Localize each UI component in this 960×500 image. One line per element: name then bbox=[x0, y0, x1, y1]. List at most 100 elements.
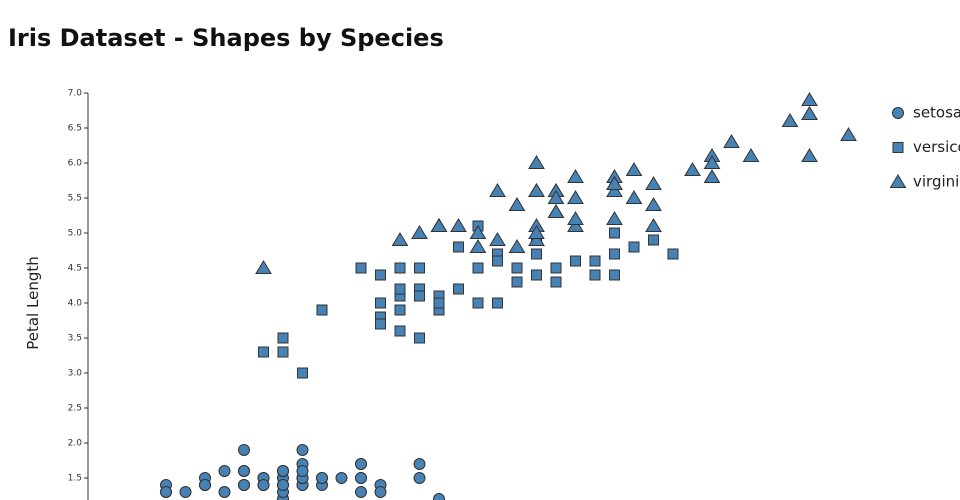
point bbox=[648, 234, 659, 246]
point bbox=[469, 225, 487, 239]
legend-marker bbox=[892, 107, 904, 119]
point bbox=[567, 190, 584, 204]
point bbox=[413, 458, 426, 470]
point bbox=[703, 169, 721, 183]
y-axis-title: Petal Length bbox=[24, 256, 42, 350]
point bbox=[567, 218, 584, 232]
point bbox=[391, 232, 409, 246]
point bbox=[531, 269, 542, 281]
point bbox=[567, 169, 584, 183]
point bbox=[703, 155, 721, 169]
point bbox=[296, 465, 309, 477]
point bbox=[316, 472, 328, 484]
y-tick-label: 4.0 bbox=[68, 299, 83, 309]
point bbox=[742, 148, 760, 162]
point bbox=[625, 190, 643, 204]
chart-title: Iris Dataset - Shapes by Species bbox=[8, 24, 444, 52]
point bbox=[609, 227, 620, 239]
point bbox=[218, 486, 231, 498]
point bbox=[433, 493, 445, 500]
point bbox=[645, 176, 662, 190]
point bbox=[472, 297, 484, 309]
point bbox=[547, 204, 565, 218]
point bbox=[316, 304, 328, 316]
y-tick-label: 7.0 bbox=[68, 89, 83, 99]
point bbox=[492, 297, 503, 309]
point bbox=[277, 465, 289, 477]
point bbox=[277, 479, 289, 491]
point bbox=[645, 218, 662, 232]
point bbox=[433, 297, 445, 309]
point bbox=[394, 325, 406, 337]
point bbox=[511, 276, 523, 288]
point bbox=[628, 241, 640, 253]
point bbox=[453, 283, 464, 295]
point bbox=[606, 211, 623, 225]
point bbox=[179, 486, 192, 498]
point bbox=[567, 211, 584, 225]
point bbox=[277, 346, 289, 358]
y-tick-label: 6.0 bbox=[68, 159, 83, 169]
point bbox=[160, 486, 172, 498]
legend-marker bbox=[892, 142, 904, 153]
point bbox=[589, 269, 601, 281]
y-tick-label: 5.0 bbox=[68, 229, 83, 239]
point bbox=[609, 269, 620, 281]
point bbox=[218, 465, 231, 477]
point bbox=[723, 134, 740, 148]
point bbox=[492, 255, 503, 267]
point bbox=[375, 297, 386, 309]
point bbox=[413, 472, 426, 484]
point bbox=[528, 232, 545, 246]
point bbox=[472, 262, 484, 274]
point bbox=[411, 225, 428, 239]
point bbox=[609, 248, 620, 260]
point bbox=[606, 176, 623, 190]
y-tick-label: 3.0 bbox=[68, 369, 83, 379]
point bbox=[547, 190, 565, 204]
point bbox=[355, 458, 367, 470]
point bbox=[375, 269, 386, 281]
point bbox=[781, 113, 799, 127]
point bbox=[335, 472, 348, 484]
legend-marker bbox=[889, 174, 907, 188]
point bbox=[570, 255, 581, 267]
point bbox=[606, 183, 623, 197]
y-tick-label: 6.5 bbox=[68, 124, 82, 134]
point bbox=[508, 239, 526, 253]
point bbox=[469, 239, 487, 253]
point bbox=[645, 197, 662, 211]
point bbox=[453, 241, 464, 253]
point bbox=[238, 444, 250, 456]
point bbox=[801, 148, 818, 162]
point bbox=[667, 248, 679, 260]
point bbox=[394, 262, 406, 274]
point bbox=[255, 260, 272, 274]
point bbox=[684, 162, 701, 176]
point bbox=[238, 479, 250, 491]
point bbox=[531, 248, 542, 260]
point bbox=[801, 92, 818, 106]
point bbox=[414, 262, 425, 274]
y-tick-label: 5.5 bbox=[68, 194, 82, 204]
point bbox=[528, 155, 545, 169]
point bbox=[199, 479, 211, 491]
point bbox=[840, 127, 857, 141]
point bbox=[801, 106, 818, 120]
point bbox=[414, 290, 425, 302]
legend-label: setosa bbox=[913, 104, 960, 122]
point bbox=[450, 218, 467, 232]
legend-label: versicolor bbox=[913, 138, 960, 156]
point bbox=[297, 367, 308, 379]
point bbox=[589, 255, 601, 267]
point bbox=[430, 218, 448, 232]
point bbox=[257, 479, 270, 491]
y-tick-label: 4.5 bbox=[68, 264, 82, 274]
y-tick-label: 1.5 bbox=[68, 474, 82, 484]
point bbox=[296, 444, 309, 456]
legend-label: virginica bbox=[913, 173, 960, 191]
point bbox=[375, 318, 386, 330]
point bbox=[277, 332, 289, 344]
point bbox=[374, 486, 387, 498]
